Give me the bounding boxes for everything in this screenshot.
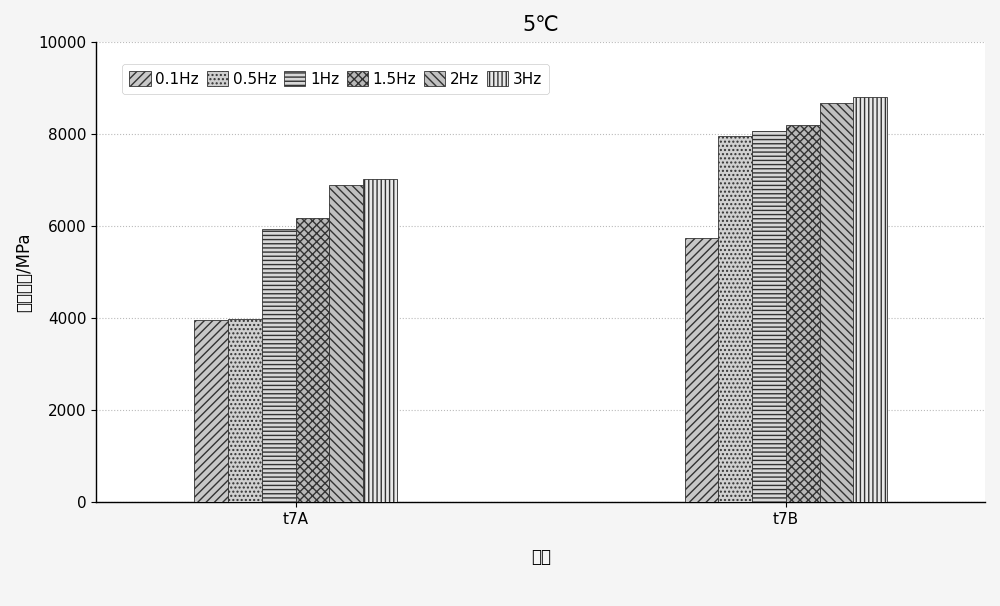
Y-axis label: 回弹模量/MPa: 回弹模量/MPa [15,232,33,312]
Bar [853,98,887,502]
Bar [262,229,296,502]
Title: 5℃: 5℃ [522,15,559,35]
Text: 编号: 编号 [531,548,551,566]
Bar [786,125,820,502]
Bar [820,103,853,502]
Bar [363,179,397,502]
Bar [685,238,718,502]
Bar [296,218,329,502]
Bar [194,321,228,502]
Bar [329,185,363,502]
Bar [228,319,262,502]
Bar [752,132,786,502]
Legend: 0.1Hz, 0.5Hz, 1Hz, 1.5Hz, 2Hz, 3Hz: 0.1Hz, 0.5Hz, 1Hz, 1.5Hz, 2Hz, 3Hz [122,64,549,95]
Bar [718,136,752,502]
